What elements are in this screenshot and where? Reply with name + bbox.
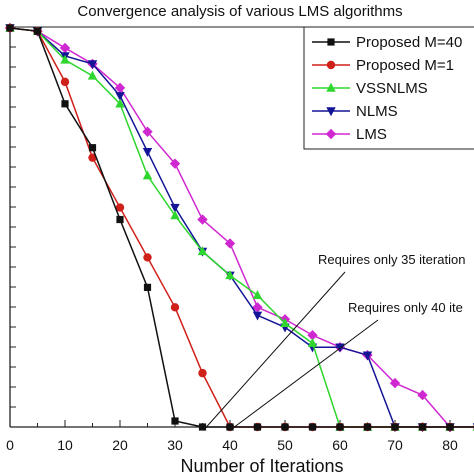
data-point-triangle [307,338,318,347]
data-point-diamond [224,238,236,249]
data-point-square [308,423,317,431]
data-point-diamond [59,42,71,54]
data-point-diamond [197,214,208,225]
x-tick-label: 20 [112,437,128,453]
data-point-triangle [197,246,208,256]
series-0 [6,24,474,431]
data-point-square [33,27,42,35]
legend-label: VSSNLMS [356,80,428,97]
legend-label: Proposed M=40 [356,34,462,51]
data-point-triangle-down [87,60,98,70]
legend-label: NLMS [356,103,398,120]
data-point-square [116,215,124,224]
data-point-square [6,24,14,32]
x-tick-label: 60 [332,437,348,453]
annotation-arrow-40 [232,319,379,429]
x-tick-label: 70 [387,437,403,453]
data-point-diamond [307,330,318,341]
data-point-square [61,100,69,108]
data-point-triangle-down [170,203,180,213]
x-tick-label: 50 [277,437,293,453]
x-tick-label: 10 [57,437,73,453]
data-point-circle [115,203,125,212]
data-point-triangle [280,318,290,327]
annotation-40-iterations: Requires only 40 ite [348,300,463,315]
annotation-arrow-35 [205,271,346,429]
x-axis-label: Number of Iterations [180,456,343,474]
data-point-triangle-down [252,311,263,321]
data-point-triangle [115,98,125,108]
annotation-35-iterations: Requires only 35 iteration [318,252,465,267]
data-point-circle [143,253,152,262]
data-point-diamond [169,158,181,169]
data-point-square [226,423,234,431]
data-point-square [253,423,262,431]
data-point-square [327,38,335,46]
data-point-circle [170,303,180,312]
x-tick-label: 40 [222,437,238,453]
data-point-diamond [114,82,126,94]
data-point-circle [326,60,336,70]
legend: Proposed M=40 Proposed M=1 VSSNLMS NLMS LMS [303,26,474,150]
data-point-triangle-down [326,107,336,117]
legend-label: Proposed M=1 [356,57,454,74]
chart-title: Convergence analysis of various LMS algo… [77,3,402,20]
x-tick-label: 80 [442,437,458,453]
x-axis-tick-labels: 0102030405060708090 [6,437,458,453]
data-point-triangle [142,170,153,180]
data-point-square [446,423,454,431]
data-point-triangle-down [142,147,153,157]
data-point-triangle [225,270,235,280]
data-point-circle [198,368,207,378]
data-point-square [281,423,289,431]
data-point-square [363,423,372,431]
data-point-triangle [170,210,180,220]
data-point-circle [60,77,70,87]
x-tick-label: 0 [6,437,14,453]
x-tick-label: 30 [167,437,183,453]
y-axis-ticks [10,26,16,428]
data-point-triangle [60,54,70,64]
data-point-circle [88,153,97,162]
data-point-triangle [326,82,336,92]
data-point-square [418,423,427,431]
data-point-triangle [252,290,263,300]
data-point-square [198,423,207,431]
data-point-square [171,417,179,425]
data-point-triangle-down [362,351,373,361]
data-point-diamond [142,126,153,137]
data-point-triangle [87,70,98,80]
data-point-triangle-down [115,92,125,102]
legend-label: LMS [356,126,387,143]
data-point-diamond [389,377,401,389]
annotation-layer: Requires only 35 iteration Requires only … [205,252,465,429]
data-point-square [88,144,97,152]
series-layer [4,22,474,433]
data-point-square [391,423,399,431]
data-point-diamond [325,128,337,140]
data-point-diamond [417,389,428,401]
data-point-diamond [252,302,263,313]
data-point-square [336,423,344,431]
data-point-square [143,283,152,291]
